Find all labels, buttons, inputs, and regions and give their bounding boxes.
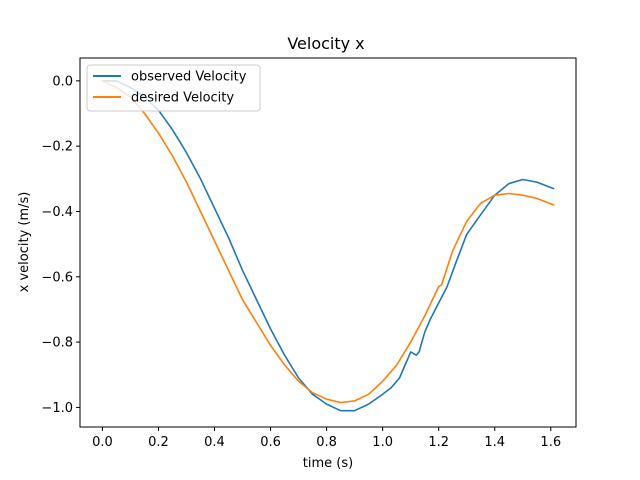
legend: observed Velocity desired Velocity — [86, 64, 261, 112]
legend-box — [86, 64, 261, 112]
y-tick-label: −0.8 — [41, 336, 73, 351]
y-axis-label: x velocity (m/s) — [17, 192, 32, 293]
y-tick-label: −1.0 — [41, 401, 73, 416]
series-layer — [101, 80, 555, 412]
x-axis-label: time (s) — [303, 456, 353, 471]
desired-velocity-line — [101, 80, 555, 404]
x-tick-label: 1.0 — [372, 435, 393, 450]
x-tick-label: 0.4 — [204, 435, 225, 450]
legend-label-observed: observed Velocity — [131, 70, 247, 85]
x-tick-label: 0.2 — [148, 435, 169, 450]
x-tick-label: 0.6 — [260, 435, 281, 450]
y-tick-label: −0.2 — [41, 140, 73, 155]
x-tick-label: 1.6 — [540, 435, 561, 450]
observed-velocity-line — [101, 80, 555, 412]
x-tick-label: 1.4 — [484, 435, 505, 450]
y-tick-label: 0.0 — [52, 74, 73, 89]
x-tick-label: 0.0 — [92, 435, 113, 450]
y-axis: 0.0 −0.2 −0.4 −0.6 −0.8 −1.0 — [41, 74, 80, 416]
x-tick-label: 1.2 — [428, 435, 449, 450]
y-tick-label: −0.4 — [41, 205, 73, 220]
plot-frame — [79, 57, 577, 428]
legend-label-desired: desired Velocity — [131, 91, 234, 106]
chart-title: Velocity x — [287, 34, 364, 53]
x-tick-label: 0.8 — [316, 435, 337, 450]
y-tick-label: −0.6 — [41, 270, 73, 285]
x-axis: 0.0 0.2 0.4 0.6 0.8 1.0 1.2 1.4 1.6 — [92, 427, 561, 450]
